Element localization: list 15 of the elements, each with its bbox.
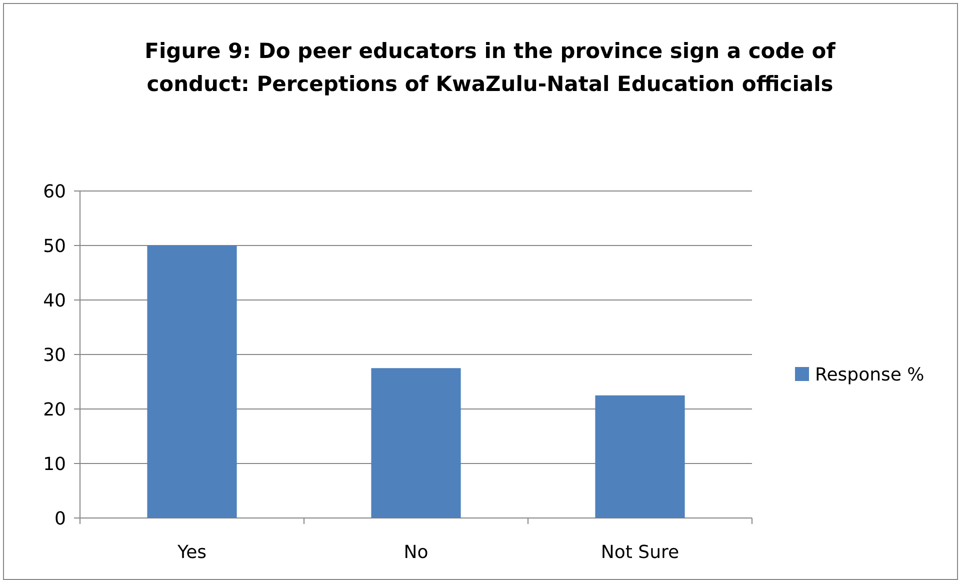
y-tick-label: 50	[43, 236, 66, 257]
legend-label: Response %	[815, 364, 924, 386]
y-tick-label: 20	[43, 399, 66, 420]
y-tick-label: 0	[54, 508, 66, 530]
y-tick-label: 30	[43, 344, 66, 366]
x-tick-label: No	[404, 542, 428, 563]
bar	[595, 395, 685, 518]
y-tick-label: 40	[43, 290, 66, 312]
x-tick-label: Not Sure	[600, 542, 680, 563]
bar	[147, 246, 237, 518]
y-tick-label: 10	[43, 454, 66, 475]
x-tick-label: Yes	[176, 542, 207, 563]
bar	[371, 368, 461, 518]
y-tick-label: 60	[43, 181, 66, 202]
chart-title: Figure 9: Do peer educators in the province sign a code of conduct: Perceptions of KwaZulu-Natal Education officials	[144, 39, 836, 96]
